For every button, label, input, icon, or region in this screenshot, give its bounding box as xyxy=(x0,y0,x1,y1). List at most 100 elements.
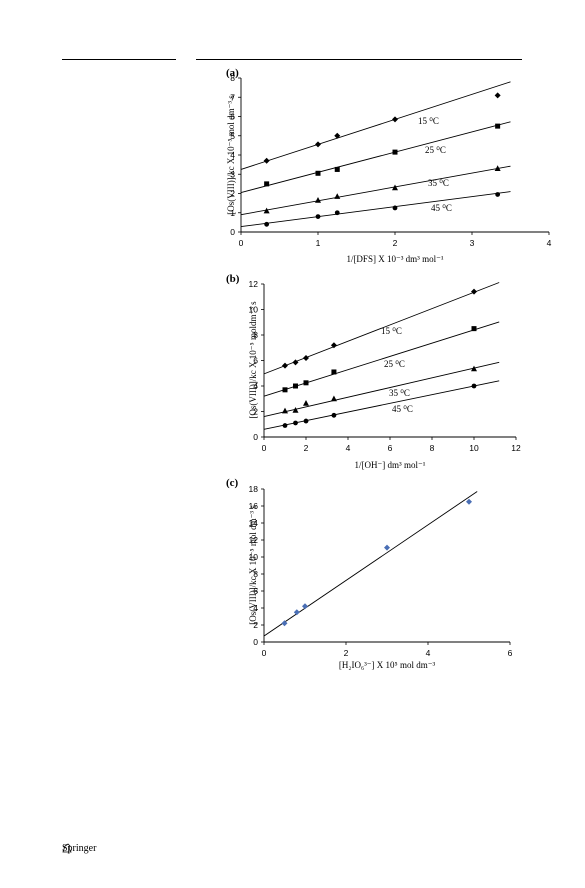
panel-1-series-3-fit-line xyxy=(240,165,511,216)
panel-2-series-1-fit-line xyxy=(263,282,500,375)
panel-1-y-tick-label: 8 xyxy=(230,73,235,83)
panel-2-series-3-point xyxy=(292,407,299,413)
panel-1-y-axis-label: [Os(VIII)]/kc X 10⁻⁵ mol dm⁻³ s xyxy=(226,95,236,215)
panel-1-series-2-point xyxy=(495,123,501,129)
panel-2-y-tick-label: 8 xyxy=(253,330,258,340)
panel-2-series-4-point xyxy=(331,412,337,418)
panel-1-series-2-point xyxy=(392,149,398,155)
panel-2-series-4-point xyxy=(471,383,477,389)
panel-2-x-tick-label: 2 xyxy=(304,443,309,453)
panel-3-tag: (c) xyxy=(226,477,239,489)
panel-1-x-tick-label: 3 xyxy=(470,238,475,248)
panel-1-series-4-point xyxy=(334,210,340,216)
panel-3-y-tick-label: 10 xyxy=(249,552,259,562)
panel-2-series-1-point xyxy=(292,359,299,366)
panel-1-series-1-point xyxy=(494,92,501,99)
panel-2-series-3-point xyxy=(282,407,288,414)
panel-2-y-axis-label: [Os(VIII)]/kc X 10⁻⁵ moldm⁻³ s xyxy=(248,301,258,419)
panel-2-y-tick-label: 6 xyxy=(253,356,258,366)
panel-1-series-1-point xyxy=(315,141,321,148)
panel-1-series-1-point xyxy=(392,116,398,123)
panel-1-series-1-point xyxy=(263,157,270,164)
panel-1-series-4-fit-line xyxy=(240,191,511,228)
panel-1-series-4-point xyxy=(315,214,321,220)
panel-2-series-1-label: 15 ⁰C xyxy=(381,326,402,336)
panel-3-y-tick-label: 18 xyxy=(249,484,259,494)
panel-3-y-tick-label: 4 xyxy=(253,603,258,613)
panel-2-series-4-fit-line xyxy=(263,380,500,430)
panel-2-series-3-label: 35 ⁰C xyxy=(389,388,410,398)
panel-1-series-3-point xyxy=(263,207,270,214)
panel-1-series-1-fit-line xyxy=(240,81,511,170)
panel-2-series-1-point xyxy=(282,362,288,369)
panel-1-series-3-label: 35 ⁰C xyxy=(428,178,449,188)
panel-2-series-2-point xyxy=(293,383,298,389)
panel-3-x-tick-label: 6 xyxy=(508,648,513,658)
panel-1-series-3-point xyxy=(494,165,501,171)
springer-horse-icon xyxy=(62,843,72,853)
panel-2-y-tick-label: 2 xyxy=(253,407,258,417)
panel-1-series-2-point xyxy=(264,181,270,187)
panel-1-x-tick-label: 2 xyxy=(393,238,398,248)
panel-2-y-tick-label: 0 xyxy=(253,432,258,442)
panel-3-series-1-fit-line xyxy=(263,491,478,637)
panel-3-series-1-point xyxy=(384,544,390,551)
panel-3-y-tick-label: 0 xyxy=(253,637,258,647)
panel-2-x-tick-label: 0 xyxy=(262,443,267,453)
panel-2-series-1-point xyxy=(303,354,309,361)
panel-3-x-tick-label: 2 xyxy=(344,648,349,658)
panel-1-y-tick-label: 0 xyxy=(230,227,235,237)
panel-2-y-tick-label: 12 xyxy=(249,279,259,289)
panel-2-x-tick-label: 6 xyxy=(388,443,393,453)
header-rule-right xyxy=(196,59,522,60)
panel-1-series-2-point xyxy=(334,166,340,172)
header-rule-left xyxy=(62,59,176,60)
panel-1-series-3-point xyxy=(392,184,398,191)
panel-3-series-1-point xyxy=(293,609,300,616)
panel-1-y-tick-label: 3 xyxy=(230,169,235,179)
panel-1-x-tick-label: 0 xyxy=(239,238,244,248)
panel-2-series-2-label: 25 ⁰C xyxy=(384,359,405,369)
panel-3-x-tick-label: 0 xyxy=(262,648,267,658)
panel-2-series-3-point xyxy=(330,395,337,402)
panel-1-y-tick-label: 4 xyxy=(230,150,235,160)
panel-2-series-1-point xyxy=(471,288,477,295)
panel-1-series-3-point xyxy=(315,197,321,203)
panel-1-series-4-point xyxy=(264,221,270,227)
panel-3-x-tick-label: 4 xyxy=(426,648,431,658)
panel-2-series-4-label: 45 ⁰C xyxy=(392,404,413,414)
panel-1-series-2-point xyxy=(315,170,321,176)
panel-2-y-tick-label: 4 xyxy=(253,381,258,391)
panel-3-series-1-point xyxy=(281,620,288,627)
panel-2-x-tick-label: 12 xyxy=(511,443,521,453)
panel-1-x-tick-label: 1 xyxy=(316,238,321,248)
panel-1-series-4-point xyxy=(392,205,398,211)
panel-2-series-4-point xyxy=(293,420,298,426)
panel-2-series-3-fit-line xyxy=(263,361,500,418)
panel-1-y-tick-label: 6 xyxy=(230,112,235,122)
panel-2-x-tick-label: 10 xyxy=(469,443,479,453)
footer: Springer xyxy=(62,843,96,854)
panel-2-x-tick-label: 8 xyxy=(430,443,435,453)
panel-2-series-1-point xyxy=(330,342,337,349)
panel-2-series-2-fit-line xyxy=(263,321,500,397)
panel-3-series-1-point xyxy=(466,498,472,505)
panel-1-tag: (a) xyxy=(226,67,239,79)
panel-1-series-1-point xyxy=(334,132,341,139)
panel-3-series-1-point xyxy=(302,603,308,610)
panel-1-y-tick-label: 1 xyxy=(230,208,235,218)
panel-2-y-tick-label: 10 xyxy=(249,305,259,315)
panel-3-y-tick-label: 6 xyxy=(253,586,258,596)
panel-3-y-axis-label: [Os(VIII)]/kc X 10⁻⁵ mol dm⁻³ s xyxy=(248,505,258,625)
panel-2-series-3-point xyxy=(471,365,477,372)
panel-3-y-tick-label: 8 xyxy=(253,569,258,579)
panel-1-x-tick-label: 4 xyxy=(547,238,552,248)
panel-2-x-axis-label: 1/[OH⁻] dm³ mol⁻¹ xyxy=(355,460,426,470)
panel-2-series-4-point xyxy=(282,423,288,428)
panel-3-x-axis-label: [H₂IO₆³⁻] X 10⁵ mol dm⁻³ xyxy=(339,660,436,670)
panel-1-series-4-point xyxy=(495,192,501,197)
panel-3-y-tick-label: 2 xyxy=(253,620,258,630)
panel-1-series-3-point xyxy=(334,193,341,199)
panel-1-x-axis-label: 1/[DFS] X 10⁻³ dm³ mol⁻¹ xyxy=(346,254,443,264)
